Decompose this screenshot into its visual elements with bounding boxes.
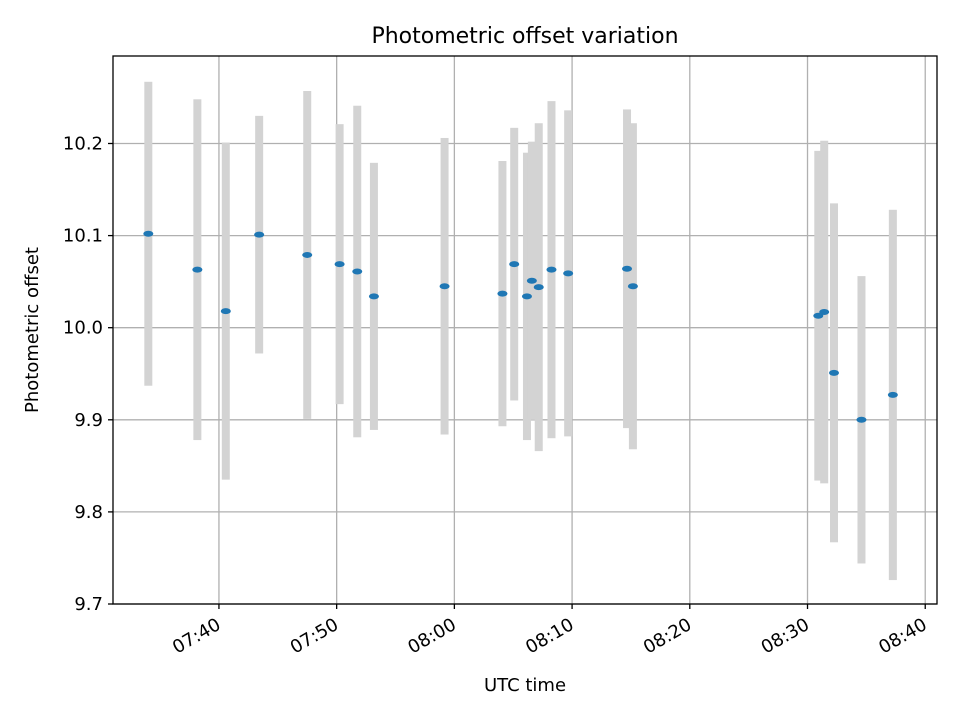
x-tick-label: 08:30 — [758, 614, 813, 658]
tick-layer: 9.7 9.8 9.9 10.0 10.1 10.2 07:40 07:50 08:00 08:1… — [63, 133, 931, 658]
x-tick-label: 08:10 — [522, 614, 577, 658]
data-point — [302, 251, 313, 258]
y-tick-label: 9.8 — [74, 502, 103, 523]
data-point — [368, 293, 379, 300]
y-tick-label: 9.9 — [74, 410, 103, 431]
y-tick-label: 10.0 — [63, 318, 103, 339]
x-tick-label: 08:00 — [404, 614, 459, 658]
data-point — [334, 261, 345, 268]
data-point — [143, 230, 154, 237]
x-tick-label: 08:40 — [875, 614, 930, 658]
data-point — [439, 283, 450, 290]
data-point — [563, 270, 574, 277]
x-tick-label: 07:50 — [287, 614, 342, 658]
data-point — [192, 266, 203, 273]
data-point — [856, 416, 867, 423]
y-axis-label: Photometric offset — [22, 247, 43, 413]
data-point — [220, 308, 231, 315]
data-point — [533, 284, 544, 291]
data-point — [819, 309, 830, 316]
data-point — [546, 266, 557, 273]
data-point — [521, 293, 532, 300]
data-point — [526, 277, 537, 284]
y-tick-label: 10.2 — [63, 133, 103, 154]
point-layer — [143, 230, 898, 423]
x-tick-label: 08:20 — [640, 614, 695, 658]
data-point — [352, 268, 363, 275]
y-tick-label: 9.7 — [74, 594, 103, 615]
errorbar-layer — [144, 81, 897, 581]
data-point — [254, 231, 265, 238]
plot-frame — [112, 55, 938, 605]
data-point — [497, 290, 508, 297]
data-point — [509, 261, 520, 268]
data-point — [627, 283, 638, 290]
x-axis-label: UTC time — [484, 675, 566, 696]
x-tick-label: 07:40 — [169, 614, 224, 658]
chart-title: Photometric offset variation — [371, 24, 678, 49]
data-point — [829, 369, 839, 376]
data-point — [622, 265, 633, 272]
y-tick-label: 10.1 — [63, 226, 103, 247]
data-point — [887, 391, 898, 398]
